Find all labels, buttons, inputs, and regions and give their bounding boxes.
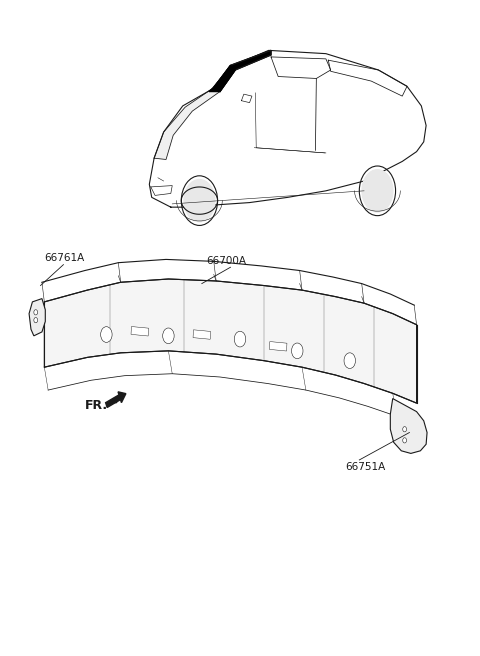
Circle shape bbox=[344, 353, 356, 369]
Circle shape bbox=[34, 318, 37, 323]
Polygon shape bbox=[214, 51, 271, 92]
Circle shape bbox=[403, 426, 407, 432]
Text: 66700A: 66700A bbox=[206, 256, 247, 266]
Circle shape bbox=[403, 438, 407, 443]
Bar bbox=[269, 342, 287, 351]
Polygon shape bbox=[390, 399, 427, 453]
Circle shape bbox=[234, 331, 246, 347]
Circle shape bbox=[101, 327, 112, 342]
Polygon shape bbox=[209, 66, 235, 92]
Circle shape bbox=[34, 310, 37, 315]
Circle shape bbox=[291, 343, 303, 359]
Polygon shape bbox=[44, 279, 417, 403]
Polygon shape bbox=[29, 298, 45, 336]
Text: FR.: FR. bbox=[85, 399, 108, 411]
FancyArrow shape bbox=[106, 392, 126, 407]
Circle shape bbox=[184, 180, 215, 222]
Bar bbox=[193, 330, 211, 339]
Circle shape bbox=[163, 328, 174, 344]
Circle shape bbox=[362, 170, 393, 212]
Text: 66761A: 66761A bbox=[44, 253, 84, 262]
Text: 66751A: 66751A bbox=[345, 462, 385, 472]
Bar bbox=[131, 327, 148, 336]
Polygon shape bbox=[154, 88, 220, 159]
